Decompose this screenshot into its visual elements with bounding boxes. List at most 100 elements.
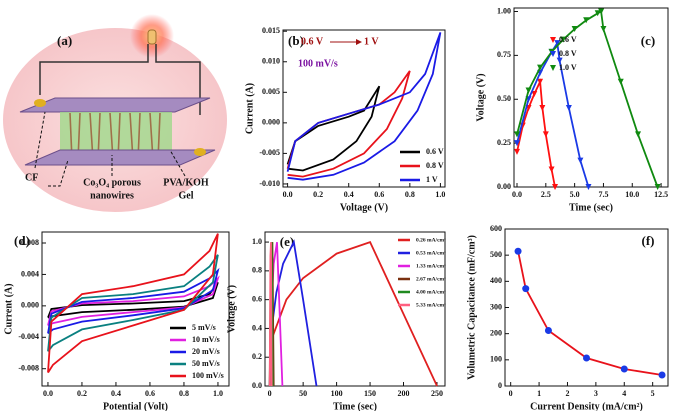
point [552,184,559,190]
y-tick-label: 1.0 [252,237,262,246]
series-line [286,70,411,178]
y-tick-label: 0.2 [252,352,262,361]
annotation-arrowhead [356,39,362,45]
legend-label: 0.8 V [559,49,577,58]
legend-label: 1 V [426,175,438,184]
series-line [516,10,659,188]
point [585,184,592,190]
y-tick-label: -0.008 [18,364,39,373]
point [513,131,520,138]
x-tick-label: 0.4 [111,389,121,398]
label: Co₃O₄ porous [83,177,141,188]
legend-label: 5.33 mA/cm² [416,302,446,308]
y-tick-label: 300 [490,302,502,311]
x-tick-label: 250 [431,389,443,398]
y-axis-title: Current (A) [3,283,14,334]
legend-label: 0.6 V [426,147,444,156]
plot-frame [41,231,230,387]
label: nanowires [90,190,134,201]
x-tick-label: 1.0 [435,190,445,199]
series-line [286,32,442,181]
y-tick-label: 0.6 [252,294,262,303]
x-tick-label: 1.0 [213,389,223,398]
y-tick-label: 0.000 [21,301,39,310]
x-axis-title: Time (sec) [569,202,613,213]
point [544,327,552,335]
contact [34,99,46,107]
panel-label: (d) [14,233,30,248]
x-tick-label: 2 [565,389,569,398]
series-line [47,254,219,352]
x-tick-label: 50 [299,389,307,398]
plot-frame [282,29,446,188]
x-tick-label: 5 [651,389,655,398]
series-line [268,242,273,387]
x-tick-label: 0.0 [43,389,53,398]
panel-label: (b) [288,33,304,48]
label: CF [25,172,38,183]
series-line [516,78,556,188]
plot-frame [504,228,669,387]
legend-label: 50 mV/s [192,359,220,368]
legend-label: 5 mV/s [192,323,216,332]
point [577,157,584,164]
x-tick-label: 0.0 [283,190,293,199]
legend-label: 0.8 V [426,161,444,170]
contact [194,148,206,156]
y-tick-label: 0.50 [497,94,511,103]
series-line [268,240,438,387]
gel [60,112,172,160]
point [571,26,578,33]
legend-marker [550,37,556,43]
point [514,247,522,255]
y-tick-label: -0.010 [259,179,280,188]
point [554,40,561,47]
x-tick-label: 0.8 [179,389,189,398]
label: PVA/KOH [163,177,209,188]
x-tick-label: 12.5 [654,190,668,199]
legend-label: 2.67 mA/cm² [416,276,446,282]
wire [155,44,201,115]
series-line [47,275,220,327]
x-tick-label: 150 [364,389,376,398]
panel-label: (f) [642,233,655,248]
series-line [47,267,220,335]
legend-label: 10 mV/s [192,335,220,344]
legend-label: 20 mV/s [192,347,220,356]
x-tick-label: 7.5 [598,190,608,199]
x-axis-title: Time (sec) [333,401,377,411]
x-axis-title: Potential (Volt) [103,401,168,411]
point [583,17,590,24]
y-axis-title: Current (A) [244,83,255,134]
legend-label: 100 mV/s [192,371,224,380]
point [537,78,544,85]
x-axis-title: Current Density (mA/cm²) [530,401,643,411]
point [537,64,544,71]
x-tick-label: 0 [268,389,272,398]
x-tick-label: 100 [331,389,343,398]
legend-label: 1.0 V [559,63,577,72]
point [539,105,546,112]
label: Gel [179,190,194,201]
x-tick-label: 3 [594,389,598,398]
plot-frame [513,7,669,188]
panel-a: (a) CF Co₃O₄ porous nanowires PVA/KOH Ge… [3,14,227,212]
series-line [268,239,318,387]
y-tick-label: 0.0 [252,381,262,390]
y-axis-title: Voltage (V) [226,285,237,333]
x-tick-label: 4 [622,389,626,398]
bulb [147,29,157,45]
point [542,131,549,138]
point [531,90,538,97]
y-tick-label: 100 [490,355,502,364]
pointer [48,159,69,187]
y-tick-label: 400 [490,276,502,285]
y-tick-label: 0.008 [21,238,39,247]
legend-label: 0.53 mA/cm² [416,250,446,256]
series-line [517,251,663,376]
point [594,10,601,17]
bottom-plate [24,149,216,166]
annotation: 100 mV/s [298,58,338,69]
pointer [34,111,46,169]
x-tick-label: 0.4 [344,190,354,199]
